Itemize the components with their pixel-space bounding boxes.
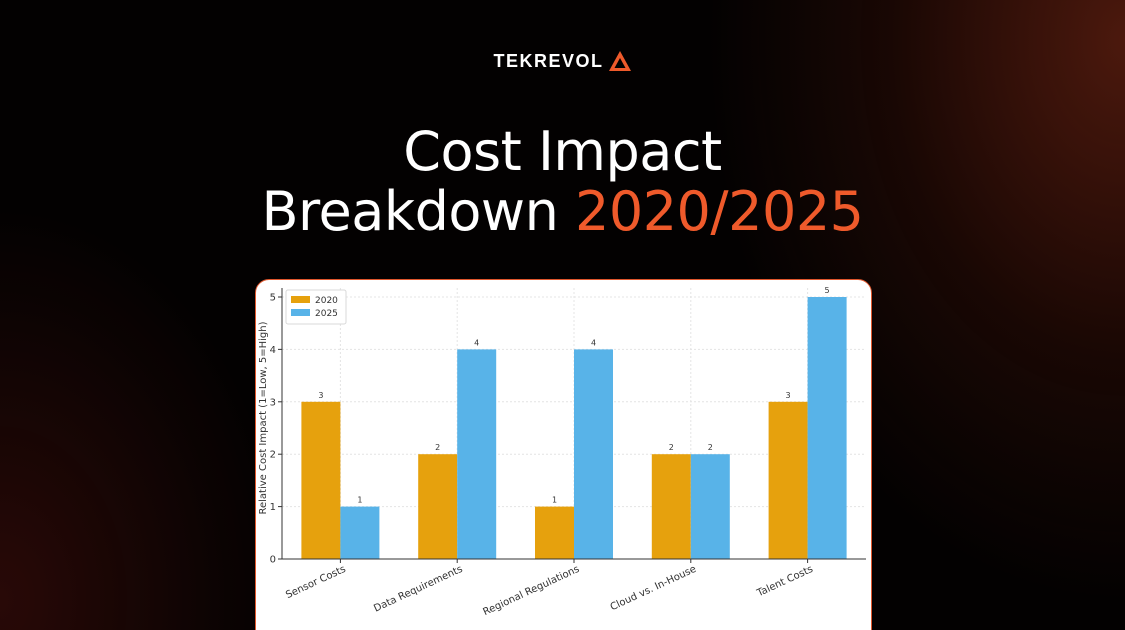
legend-label-2020: 2020 (315, 296, 338, 306)
title-line-2: Breakdown (261, 180, 575, 243)
y-tick-label: 3 (270, 397, 276, 408)
bar-2025-3 (690, 454, 730, 559)
bar-2025-1 (457, 349, 497, 559)
bar-value-label: 5 (825, 286, 830, 295)
bar-value-label: 4 (591, 338, 596, 347)
bar-2020-4 (768, 401, 808, 559)
y-tick-label: 2 (270, 450, 276, 461)
bar-2025-0 (340, 506, 380, 559)
title-line-1: Cost Impact (403, 120, 722, 183)
brand-logo: TEKREVOL (0, 50, 1125, 72)
y-tick-label: 1 (270, 502, 276, 513)
legend-swatch-2025 (291, 309, 310, 316)
y-axis-label: Relative Cost Impact (1=Low, 5=High) (258, 321, 269, 514)
bar-value-label: 3 (786, 391, 791, 400)
y-tick-label: 0 (270, 555, 276, 566)
x-tick-label: Talent Costs (755, 564, 815, 600)
bar-value-label: 2 (708, 443, 713, 452)
bar-2020-1 (418, 454, 458, 559)
triangle-logo-icon (608, 51, 631, 71)
y-tick-label: 5 (270, 293, 276, 304)
legend-label-2025: 2025 (315, 309, 338, 319)
bar-2025-2 (574, 349, 613, 559)
brand-name: TEKREVOL (493, 50, 604, 71)
chart-card: Relative Cost Impact (1=Low, 5=High) 0 1 2… (255, 279, 872, 630)
bar-value-label: 2 (435, 443, 440, 452)
x-tick-label: Data Requirements (372, 564, 464, 615)
title-accent-years: 2020/2025 (574, 180, 864, 243)
x-tick-label: Regional Regulations (482, 564, 582, 618)
bar-2025-4 (807, 297, 847, 559)
bar-value-label: 3 (318, 391, 323, 400)
bar-value-label: 1 (552, 496, 557, 505)
bar-value-label: 2 (669, 443, 674, 452)
bar-2020-3 (651, 454, 691, 559)
bar-value-label: 1 (357, 496, 362, 505)
bar-chart: Relative Cost Impact (1=Low, 5=High) 0 1 2… (258, 286, 866, 618)
bar-2020-0 (301, 401, 341, 559)
x-tick-label: Cloud vs. In-House (609, 564, 698, 613)
bar-value-label: 4 (474, 338, 479, 347)
y-tick-label: 4 (270, 345, 276, 356)
page-title: Cost Impact Breakdown 2020/2025 (0, 122, 1125, 242)
x-tick-label: Sensor Costs (284, 564, 347, 601)
legend-swatch-2020 (291, 296, 310, 303)
bar-2020-2 (535, 506, 574, 559)
